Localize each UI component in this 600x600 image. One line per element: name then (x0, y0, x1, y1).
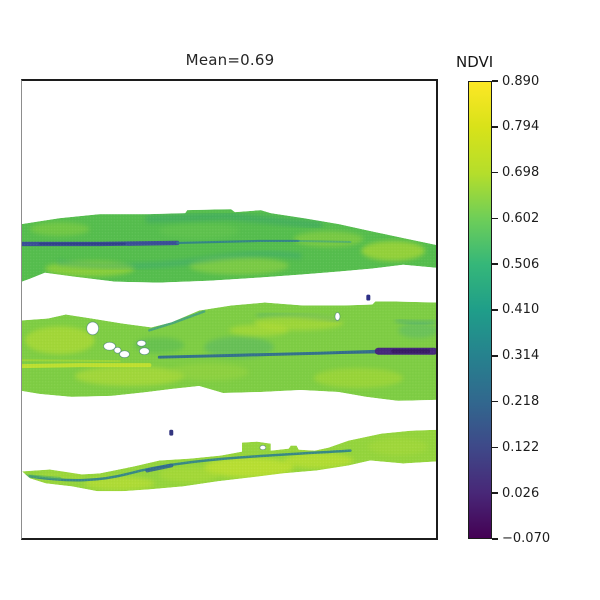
dither-texture (22, 429, 436, 492)
tick-label: 0.122 (502, 439, 540, 455)
tick-mark (492, 171, 498, 174)
colorbar-ticks: 0.890 0.794 0.698 0.602 0.506 0.410 0.314 0.218… (492, 74, 562, 546)
tick-mark (492, 446, 498, 449)
ndvi-map (22, 209, 436, 492)
masked-hole (259, 445, 267, 451)
colorbar-title: NDVI (456, 53, 494, 71)
dither-texture (22, 301, 436, 401)
leaf-top-leaf (22, 209, 436, 283)
leaf-layers (22, 209, 436, 492)
tick-label: 0.314 (502, 348, 540, 364)
tick-label: 0.602 (502, 210, 540, 226)
tick-mark (492, 400, 498, 403)
plot-area (21, 79, 438, 540)
tick-mark (492, 263, 498, 265)
masked-hole (103, 341, 116, 351)
tick-label: 0.890 (502, 73, 540, 89)
tick-mark (492, 309, 498, 311)
low-ndvi-speck (169, 429, 174, 436)
masked-hole (86, 321, 100, 336)
leaf-bottom-leaf (22, 429, 436, 492)
colorbar-gradient (468, 81, 492, 539)
tick-mark (492, 126, 498, 128)
tick-label: −0.070 (502, 531, 551, 547)
dither-texture (22, 209, 436, 283)
tick-mark (492, 538, 498, 540)
masked-hole (136, 339, 147, 347)
tick-label: 0.410 (502, 302, 540, 318)
tick-label: 0.218 (502, 394, 540, 410)
leaf-middle-leaf (22, 301, 436, 401)
low-ndvi-speck (366, 294, 371, 301)
masked-hole (139, 347, 150, 356)
masked-hole (113, 346, 122, 354)
masked-hole (119, 350, 130, 359)
tick-mark (492, 80, 498, 82)
masked-hole (334, 312, 341, 321)
tick-label: 0.698 (502, 165, 540, 181)
tick-label: 0.026 (502, 485, 540, 501)
plot-title: Mean=0.69 (185, 51, 275, 69)
tick-mark (492, 492, 498, 494)
tick-label: 0.506 (502, 256, 540, 272)
tick-label: 0.794 (502, 119, 540, 135)
tick-mark (492, 355, 498, 357)
tick-mark (492, 217, 498, 220)
